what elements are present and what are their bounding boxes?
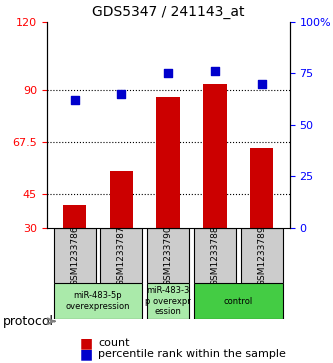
Text: miR-483-5p
overexpression: miR-483-5p overexpression — [66, 291, 130, 311]
Text: ■: ■ — [80, 336, 93, 350]
Bar — [63, 205, 86, 228]
Text: GSM1233787: GSM1233787 — [117, 225, 126, 286]
Text: count: count — [98, 338, 130, 348]
Title: GDS5347 / 241143_at: GDS5347 / 241143_at — [92, 5, 244, 19]
Point — [259, 81, 264, 86]
FancyBboxPatch shape — [194, 283, 283, 319]
Point — [212, 68, 217, 74]
FancyBboxPatch shape — [147, 228, 189, 283]
FancyBboxPatch shape — [54, 228, 96, 283]
Bar — [110, 171, 133, 228]
Text: miR-483-3
p overexpr
ession: miR-483-3 p overexpr ession — [145, 286, 191, 316]
FancyBboxPatch shape — [241, 228, 283, 283]
Point — [119, 91, 124, 97]
FancyBboxPatch shape — [194, 228, 236, 283]
Text: GSM1233786: GSM1233786 — [70, 225, 79, 286]
Text: GSM1233790: GSM1233790 — [164, 225, 173, 286]
Bar — [157, 97, 180, 228]
Bar — [250, 148, 273, 228]
FancyBboxPatch shape — [54, 283, 143, 319]
Text: control: control — [224, 297, 253, 306]
Text: protocol: protocol — [3, 315, 54, 328]
Text: ■: ■ — [80, 347, 93, 361]
FancyBboxPatch shape — [147, 283, 189, 319]
Bar — [203, 83, 226, 228]
Text: GSM1233789: GSM1233789 — [257, 225, 266, 286]
Text: percentile rank within the sample: percentile rank within the sample — [98, 349, 286, 359]
Point — [72, 97, 77, 103]
FancyBboxPatch shape — [100, 228, 143, 283]
Text: GSM1233788: GSM1233788 — [210, 225, 219, 286]
Point — [166, 70, 171, 76]
